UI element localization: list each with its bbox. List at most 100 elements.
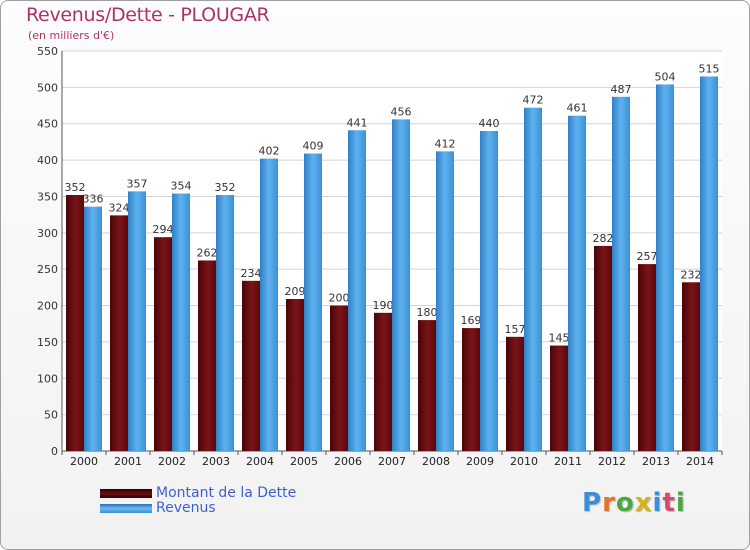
y-tick-label: 300	[37, 227, 58, 240]
bar-dette-2004	[242, 280, 260, 451]
x-tick-label: 2004	[246, 455, 274, 468]
data-label-dette-2006: 200	[329, 292, 350, 305]
x-tick-label: 2009	[466, 455, 494, 468]
data-label-revenus-2000: 336	[83, 193, 104, 206]
data-label-dette-2005: 209	[285, 285, 306, 298]
y-tick-label: 350	[37, 190, 58, 203]
y-tick-label: 250	[37, 263, 58, 276]
logo-letter: o	[615, 488, 635, 518]
y-tick-label: 100	[37, 372, 58, 385]
data-label-dette-2014: 232	[681, 268, 702, 281]
y-tick-label: 0	[51, 445, 58, 458]
x-tick-label: 2000	[70, 455, 98, 468]
x-tick-label: 2003	[202, 455, 230, 468]
x-tick-label: 2002	[158, 455, 186, 468]
data-label-dette-2011: 145	[549, 332, 570, 345]
legend-swatch-revenus	[100, 504, 152, 513]
bar-revenus-2010	[524, 107, 542, 452]
data-label-dette-2003: 262	[197, 246, 218, 259]
bar-revenus-2008	[436, 151, 454, 451]
x-tick-label: 2014	[686, 455, 714, 468]
chart-title: Revenus/Dette - PLOUGAR	[26, 4, 270, 26]
bar-revenus-2006	[348, 130, 366, 452]
bar-dette-2008	[418, 320, 436, 451]
x-tick-label: 2012	[598, 455, 626, 468]
data-label-dette-2004: 234	[241, 267, 262, 280]
y-tick-label: 200	[37, 300, 58, 313]
bar-revenus-2001	[128, 191, 146, 451]
logo-letter: r	[602, 488, 616, 518]
data-label-revenus-2011: 461	[567, 102, 588, 115]
logo-letter: i	[675, 488, 686, 518]
data-label-revenus-2009: 440	[479, 117, 500, 130]
bar-dette-2007	[374, 312, 392, 451]
logo-letter: i	[652, 488, 663, 518]
data-label-revenus-2010: 472	[523, 94, 544, 107]
data-label-dette-2008: 180	[417, 306, 438, 319]
bar-revenus-2014	[700, 76, 718, 452]
data-label-revenus-2008: 412	[435, 137, 456, 150]
bar-dette-2012	[594, 245, 612, 451]
y-tick-label: 450	[37, 118, 58, 131]
proxiti-logo: Proxiti	[582, 488, 686, 518]
legend-label-revenus: Revenus	[156, 500, 216, 516]
x-tick-label: 2013	[642, 455, 670, 468]
bar-dette-2014	[682, 282, 700, 451]
bar-revenus-2009	[480, 131, 498, 451]
bar-revenus-2012	[612, 96, 630, 452]
data-label-dette-2001: 324	[109, 201, 130, 214]
bar-revenus-2002	[172, 193, 190, 451]
data-label-dette-2000: 352	[65, 181, 86, 194]
bar-revenus-2011	[568, 115, 586, 452]
data-label-dette-2002: 294	[153, 223, 174, 236]
y-tick-label: 400	[37, 154, 58, 167]
data-label-revenus-2004: 402	[259, 145, 280, 158]
bar-revenus-2004	[260, 158, 278, 452]
y-tick-label: 150	[37, 336, 58, 349]
data-label-revenus-2013: 504	[655, 70, 676, 83]
bar-revenus-2000	[84, 206, 102, 451]
bar-dette-2001	[110, 215, 128, 451]
data-label-revenus-2005: 409	[303, 140, 324, 153]
logo-letter: x	[634, 488, 653, 518]
bar-dette-2005	[286, 299, 304, 451]
y-tick-label: 500	[37, 81, 58, 94]
data-label-dette-2010: 157	[505, 323, 526, 336]
data-label-revenus-2014: 515	[699, 62, 720, 75]
x-tick-label: 2011	[554, 455, 582, 468]
bar-dette-2002	[154, 237, 172, 451]
bar-dette-2009	[462, 328, 480, 451]
y-tick-label: 50	[44, 409, 58, 422]
x-tick-label: 2008	[422, 455, 450, 468]
data-label-dette-2013: 257	[637, 250, 658, 263]
x-tick-label: 2007	[378, 455, 406, 468]
data-label-dette-2009: 169	[461, 314, 482, 327]
x-tick-label: 2005	[290, 455, 318, 468]
bar-revenus-2007	[392, 119, 410, 451]
bar-dette-2013	[638, 264, 656, 451]
legend-swatch-dette	[100, 489, 152, 498]
bar-dette-2011	[550, 345, 568, 451]
data-label-dette-2007: 190	[373, 299, 394, 312]
bar-revenus-2005	[304, 153, 322, 451]
logo-letter: t	[662, 488, 676, 518]
x-tick-label: 2010	[510, 455, 538, 468]
data-label-revenus-2006: 441	[347, 116, 368, 129]
data-label-dette-2012: 282	[593, 232, 614, 245]
y-tick-label: 550	[37, 45, 58, 58]
data-label-revenus-2002: 354	[171, 180, 192, 193]
chart-subtitle: (en milliers d'€)	[28, 29, 115, 42]
data-label-revenus-2007: 456	[391, 105, 412, 118]
bar-dette-2010	[506, 336, 524, 451]
data-label-revenus-2012: 487	[611, 83, 632, 96]
legend-label-dette: Montant de la Dette	[156, 485, 297, 501]
x-tick-label: 2001	[114, 455, 142, 468]
bar-revenus-2003	[216, 195, 234, 451]
bar-dette-2000	[66, 195, 84, 451]
bar-dette-2003	[198, 260, 216, 451]
bar-dette-2006	[330, 305, 348, 451]
data-label-revenus-2003: 352	[215, 181, 236, 194]
bar-revenus-2013	[656, 84, 674, 452]
logo-letter: P	[582, 488, 603, 518]
